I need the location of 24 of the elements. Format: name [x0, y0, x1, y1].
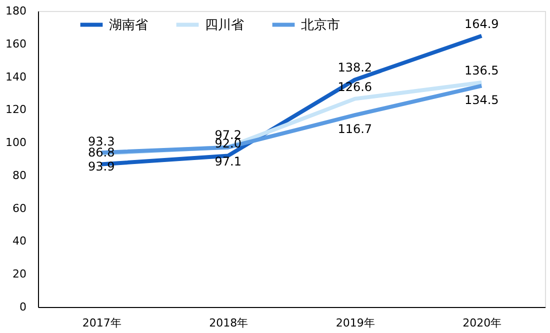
y-tick-label: 120: [6, 103, 26, 116]
data-label: 136.5: [464, 64, 499, 78]
data-label: 116.7: [338, 122, 372, 136]
legend-label: 四川省: [205, 18, 244, 33]
x-tick-label: 2018年: [209, 316, 248, 330]
y-tick-label: 80: [12, 168, 26, 182]
y-tick-label: 180: [6, 4, 26, 18]
y-tick-label: 160: [6, 37, 26, 50]
y-tick-label: 20: [12, 268, 26, 281]
y-tick-label: 100: [6, 136, 26, 150]
legend-label: 湖南省: [109, 18, 148, 33]
y-tick-label: 60: [12, 202, 26, 215]
data-label: 97.1: [214, 154, 242, 168]
y-tick-label: 140: [6, 70, 26, 84]
y-tick-label: 0: [20, 300, 26, 314]
data-label: 93.9: [88, 160, 115, 174]
legend-label: 北京市: [301, 18, 340, 33]
data-label: 164.9: [464, 16, 499, 31]
x-tick-label: 2019年: [336, 316, 375, 330]
x-tick-label: 2017年: [82, 316, 122, 330]
data-label: 134.5: [464, 92, 499, 107]
y-tick-label: 40: [12, 234, 26, 248]
x-tick-label: 2020年: [462, 316, 502, 330]
data-label: 138.2: [338, 60, 372, 75]
